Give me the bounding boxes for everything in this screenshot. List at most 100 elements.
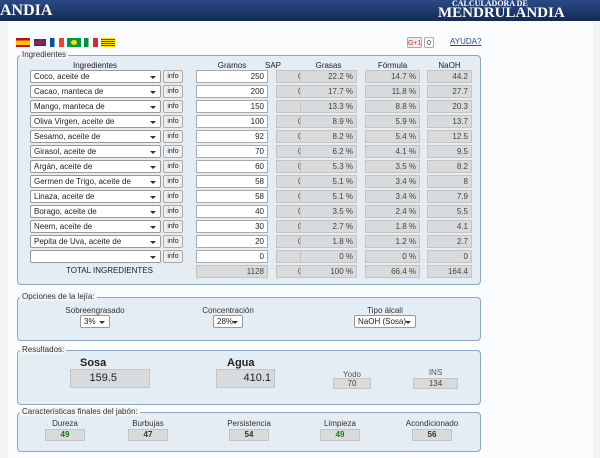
ingredient-grams[interactable]: 60 [196, 160, 268, 173]
option-select[interactable]: 28% [213, 315, 243, 328]
total-fats: 100 % [300, 265, 357, 278]
yodo-value: 70 [333, 378, 371, 389]
gplus-count: 0 [424, 37, 434, 48]
option-select[interactable]: NaOH (Sosa) [354, 315, 416, 328]
logo-subtitle: CALCULADORA DE [452, 0, 528, 8]
info-button[interactable]: info [163, 85, 183, 98]
ingredient-formula: 3.5 % [365, 160, 420, 173]
ingredient-select[interactable]: Cacao, manteca de [30, 85, 161, 98]
ingredient-select[interactable]: Girasol, aceite de [30, 145, 161, 158]
ingredient-formula: 3.4 % [365, 190, 420, 203]
ingredient-formula: 1.2 % [365, 235, 420, 248]
info-button[interactable]: info [163, 250, 183, 263]
gplus-button[interactable]: G+1 [407, 37, 422, 48]
ingredient-naoh: 27.7 [427, 85, 472, 98]
property-value: 54 [229, 429, 269, 441]
ingredient-select[interactable]: Oliva Virgen, aceite de [30, 115, 161, 128]
ins-label: INS [428, 368, 443, 377]
header-bar [0, 0, 600, 21]
ingredient-grams[interactable]: 70 [196, 145, 268, 158]
column-header: Grasas [315, 61, 342, 70]
ingredient-fats: 17.7 % [300, 85, 357, 98]
total-naoh: 164.4 [427, 265, 472, 278]
yodo-label: Yodo [343, 370, 361, 379]
ingredient-select[interactable]: Neem, aceite de [30, 220, 161, 233]
ingredient-select[interactable]: Linaza, aceite de [30, 190, 161, 203]
ingredient-naoh: 0 [427, 250, 472, 263]
property-value: 56 [412, 429, 452, 441]
ingredient-formula: 3.4 % [365, 175, 420, 188]
ingredient-naoh: 2.7 [427, 235, 472, 248]
ingredient-grams[interactable]: 92 [196, 130, 268, 143]
ingredient-fats: 5.1 % [300, 190, 357, 203]
info-button[interactable]: info [163, 115, 183, 128]
logo-title[interactable]: MENDRULANDIA [438, 5, 565, 21]
property-value: 47 [128, 429, 168, 441]
results-legend: Resultados: [20, 345, 67, 354]
ingredient-grams[interactable]: 250 [196, 70, 268, 83]
flag-it[interactable] [84, 38, 98, 47]
option-select[interactable]: 3% [80, 315, 110, 328]
ingredient-select[interactable]: Mango, manteca de [30, 100, 161, 113]
info-button[interactable]: info [163, 70, 183, 83]
ingredient-grams[interactable]: 58 [196, 190, 268, 203]
column-header: Gramos [217, 61, 247, 70]
ingredient-select[interactable]: Sesamo, aceite de [30, 130, 161, 143]
ingredient-grams[interactable]: 30 [196, 220, 268, 233]
column-header: Fórmula [377, 61, 408, 70]
info-button[interactable]: info [163, 235, 183, 248]
ingredient-formula: 0 % [365, 250, 420, 263]
ingredient-fats: 22.2 % [300, 70, 357, 83]
sosa-label: Sosa [80, 357, 107, 369]
ingredient-grams[interactable]: 200 [196, 85, 268, 98]
info-button[interactable]: info [163, 220, 183, 233]
property-label: Acondicionado [405, 419, 459, 428]
ingredient-naoh: 44.2 [427, 70, 472, 83]
ingredient-grams[interactable]: 0 [196, 250, 268, 263]
ingredient-grams[interactable]: 20 [196, 235, 268, 248]
ingredient-naoh: 8 [427, 175, 472, 188]
option-label: Sobreengrasado [65, 306, 125, 315]
ingredient-fats: 5.1 % [300, 175, 357, 188]
ingredient-naoh: 4.1 [427, 220, 472, 233]
ingredient-grams[interactable]: 58 [196, 175, 268, 188]
ingredient-fats: 8.2 % [300, 130, 357, 143]
help-link[interactable]: AYUDA? [450, 37, 482, 46]
ingredients-legend: Ingredientes [20, 50, 69, 59]
flag-es[interactable] [16, 38, 30, 47]
ingredient-formula: 5.4 % [365, 130, 420, 143]
ingredient-grams[interactable]: 150 [196, 100, 268, 113]
properties-legend: Características finales del jabón: [20, 407, 140, 416]
flag-br[interactable] [67, 38, 81, 47]
flag-ca[interactable] [101, 38, 115, 47]
ingredient-select[interactable]: Pepita de Uva, aceite de [30, 235, 161, 248]
ingredient-fats: 5.3 % [300, 160, 357, 173]
ingredient-formula: 1.8 % [365, 220, 420, 233]
column-header: SAP [264, 61, 281, 70]
info-button[interactable]: info [163, 190, 183, 203]
info-button[interactable]: info [163, 175, 183, 188]
info-button[interactable]: info [163, 145, 183, 158]
ingredient-select[interactable]: Germen de Trigo, aceite de [30, 175, 161, 188]
info-button[interactable]: info [163, 100, 183, 113]
ingredient-naoh: 8.2 [427, 160, 472, 173]
logo-left[interactable]: ANDIA [0, 2, 53, 19]
property-label: Limpieza [323, 419, 356, 428]
ins-value: 134 [413, 378, 458, 389]
ingredient-select[interactable]: Argán, aceite de [30, 160, 161, 173]
ingredient-formula: 11.8 % [365, 85, 420, 98]
ingredient-formula: 5.9 % [365, 115, 420, 128]
ingredient-naoh: 9.5 [427, 145, 472, 158]
ingredient-select[interactable] [30, 250, 161, 263]
ingredient-grams[interactable]: 100 [196, 115, 268, 128]
info-button[interactable]: info [163, 205, 183, 218]
flag-fr[interactable] [50, 38, 64, 47]
flag-uk[interactable] [33, 38, 47, 47]
ingredient-grams[interactable]: 40 [196, 205, 268, 218]
ingredient-formula: 14.7 % [365, 70, 420, 83]
info-button[interactable]: info [163, 160, 183, 173]
ingredient-fats: 13.3 % [300, 100, 357, 113]
info-button[interactable]: info [163, 130, 183, 143]
ingredient-select[interactable]: Coco, aceite de [30, 70, 161, 83]
ingredient-select[interactable]: Borago, aceite de [30, 205, 161, 218]
